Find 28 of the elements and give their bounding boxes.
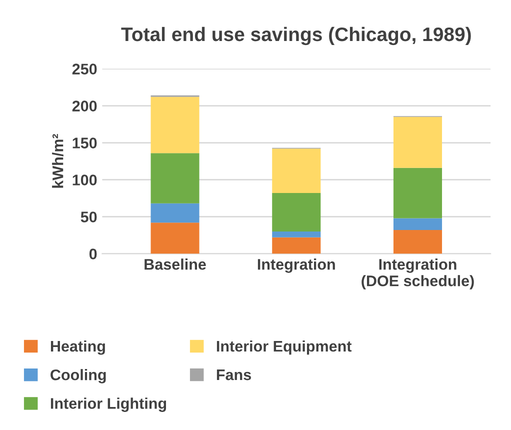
bar	[272, 237, 321, 254]
y-tick-label: 250	[72, 64, 97, 74]
chart-title: Total end use savings (Chicago, 1989)	[121, 26, 471, 46]
bar	[150, 203, 200, 223]
bar	[150, 96, 200, 154]
x-tick-label: Integration (DOE schedule)	[362, 258, 474, 290]
y-tick-label: 200	[72, 100, 97, 112]
legend-label: Interior Lighting	[50, 398, 166, 412]
bar	[272, 148, 321, 194]
bar	[150, 222, 200, 254]
x-tick-label: Integration	[258, 258, 335, 273]
bar	[150, 153, 200, 204]
y-axis-title: kWh/m²	[52, 134, 64, 188]
y-tick-label: 50	[80, 212, 97, 222]
legend-label: Interior Equipment	[216, 340, 352, 355]
legend-label: Cooling	[50, 369, 106, 384]
y-tick-label: 100	[72, 174, 97, 186]
bar	[393, 230, 442, 254]
legend-label: Heating	[50, 340, 105, 355]
bar	[393, 218, 442, 230]
bar	[272, 193, 321, 232]
bar	[393, 168, 442, 218]
bar	[393, 116, 442, 168]
x-tick-label: Baseline	[144, 258, 206, 270]
bar	[272, 232, 321, 238]
legend-label: Fans	[216, 370, 251, 380]
y-tick-label: 150	[72, 138, 97, 148]
y-tick-label: 0	[89, 248, 97, 260]
